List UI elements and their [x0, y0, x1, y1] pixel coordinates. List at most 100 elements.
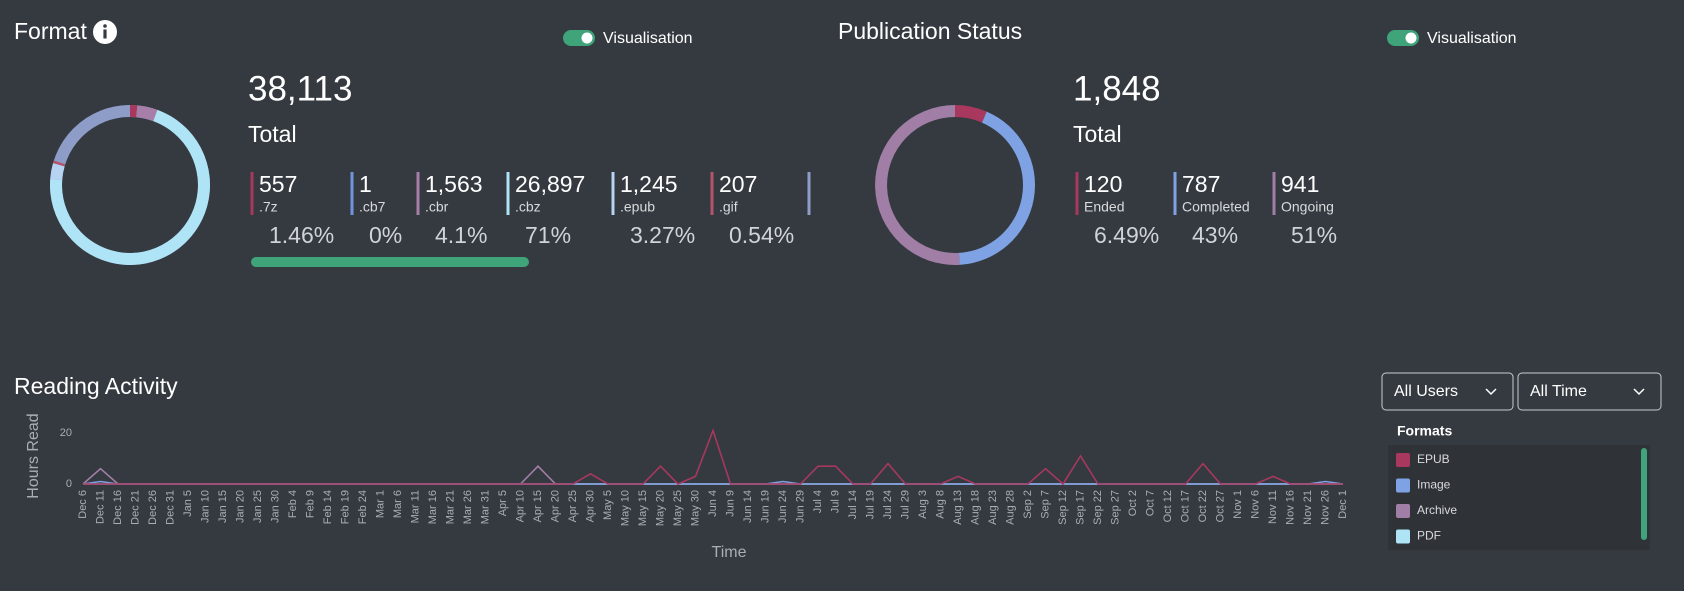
donut-segment [136, 105, 158, 122]
toggle-label: Visualisation [1427, 30, 1517, 47]
x-tick-label: May 25 [672, 490, 684, 526]
x-tick-label: Oct 17 [1179, 490, 1191, 522]
y-tick-label: 20 [60, 427, 72, 439]
x-tick-label: Dec 21 [129, 490, 141, 525]
item-percent: 1.46% [269, 222, 334, 248]
x-tick-label: Jul 19 [864, 490, 876, 519]
legend-scrollbar[interactable] [1641, 448, 1647, 540]
x-tick-label: Nov 16 [1284, 490, 1296, 525]
x-tick-label: Mar 31 [479, 490, 491, 524]
x-tick-label: Oct 27 [1214, 490, 1226, 522]
toggle-knob [581, 32, 593, 44]
legend-swatch [1396, 453, 1410, 467]
item-count: 787 [1182, 171, 1220, 197]
x-tick-label: May 10 [619, 490, 631, 526]
x-tick-label: Nov 26 [1319, 490, 1331, 525]
series-line [82, 465, 1343, 485]
x-tick-label: Nov 21 [1302, 490, 1314, 525]
x-tick-label: Mar 26 [462, 490, 474, 524]
x-tick-label: Nov 6 [1249, 490, 1261, 519]
x-tick-label: Jun 4 [707, 490, 719, 517]
legend-label: PDF [1417, 529, 1441, 543]
item-name: Completed [1182, 199, 1250, 215]
scrollbar[interactable] [251, 257, 529, 267]
x-tick-label: Sep 22 [1092, 490, 1104, 525]
x-tick-label: Sep 12 [1057, 490, 1069, 525]
legend-label: Archive [1417, 503, 1457, 517]
item-percent: 0.54% [729, 222, 794, 248]
item-name: .cbr [425, 199, 449, 215]
item-percent: 71% [525, 222, 571, 248]
x-tick-label: Jan 30 [269, 490, 281, 523]
legend-box [1388, 445, 1650, 550]
x-tick-label: Mar 21 [444, 490, 456, 524]
item-count: 26,897 [515, 171, 585, 197]
item-percent: 43% [1192, 222, 1238, 248]
x-tick-label: Sep 27 [1109, 490, 1121, 525]
item-percent: 51% [1291, 222, 1337, 248]
donut-segment [50, 163, 65, 181]
item-percent: 6.49% [1094, 222, 1159, 248]
item-count: 1,245 [620, 171, 678, 197]
info-icon[interactable] [93, 20, 117, 44]
x-tick-label: Apr 5 [497, 490, 509, 516]
status-title: Publication Status [838, 18, 1022, 44]
x-tick-label: Jan 25 [252, 490, 264, 523]
series-line [83, 428, 1343, 486]
x-tick-label: Feb 4 [287, 490, 299, 518]
x-tick-label: Oct 22 [1197, 490, 1209, 522]
x-tick-label: Oct 2 [1127, 490, 1139, 516]
x-tick-label: Sep 7 [1039, 490, 1051, 519]
x-tick-label: Aug 18 [969, 490, 981, 525]
x-tick-label: Apr 25 [567, 490, 579, 522]
x-tick-label: Feb 19 [339, 490, 351, 524]
item-percent: 4.1% [435, 222, 487, 248]
legend-swatch [1396, 478, 1410, 493]
item-count: 1 [359, 171, 372, 197]
x-tick-label: Mar 11 [409, 490, 421, 523]
x-tick-label: May 15 [637, 490, 649, 526]
x-tick-label: Apr 20 [549, 490, 561, 522]
total-value: 1,848 [1073, 69, 1161, 108]
dropdown[interactable] [1517, 372, 1662, 411]
dropdown-label: All Users [1394, 383, 1458, 400]
x-tick-label: Apr 15 [532, 490, 544, 522]
x-tick-label: Jun 9 [724, 490, 736, 517]
x-tick-label: Jun 14 [742, 490, 754, 523]
x-tick-label: Mar 1 [374, 490, 386, 518]
legend-title: Formats [1397, 423, 1452, 439]
item-name: .cb7 [359, 199, 386, 215]
format-title: Format [14, 18, 87, 44]
x-tick-label: Jan 20 [234, 490, 246, 523]
y-tick-label: 0 [66, 478, 72, 490]
x-tick-label: Oct 12 [1162, 490, 1174, 522]
item-name: .gif [719, 199, 738, 215]
x-tick-label: Mar 6 [392, 490, 404, 518]
dropdown[interactable] [1381, 372, 1514, 411]
legend-label: Image [1417, 478, 1451, 492]
x-tick-label: Aug 23 [987, 490, 999, 525]
x-tick-label: Aug 3 [917, 490, 929, 519]
activity-title: Reading Activity [14, 373, 178, 399]
x-tick-label: Jan 5 [182, 490, 194, 517]
y-axis-label: Hours Read [25, 413, 42, 498]
donut-segment [130, 105, 138, 118]
x-tick-label: Jan 10 [199, 490, 211, 523]
x-tick-label: Jul 4 [812, 490, 824, 513]
x-tick-label: Jan 15 [217, 490, 229, 523]
total-label: Total [1073, 121, 1122, 147]
x-tick-label: Dec 6 [77, 490, 89, 519]
x-tick-label: Dec 16 [112, 490, 124, 525]
donut-segment [958, 111, 1035, 265]
item-name: Ongoing [1281, 199, 1334, 215]
x-tick-label: Jul 14 [847, 490, 859, 519]
dropdown-caret [1633, 388, 1645, 396]
item-percent: 3.27% [630, 222, 695, 248]
legend-swatch [1396, 529, 1410, 544]
item-name: Ended [1084, 199, 1124, 215]
x-tick-label: Feb 9 [304, 490, 316, 518]
x-tick-label: Jul 29 [899, 490, 911, 519]
donut-segment [136, 105, 138, 118]
